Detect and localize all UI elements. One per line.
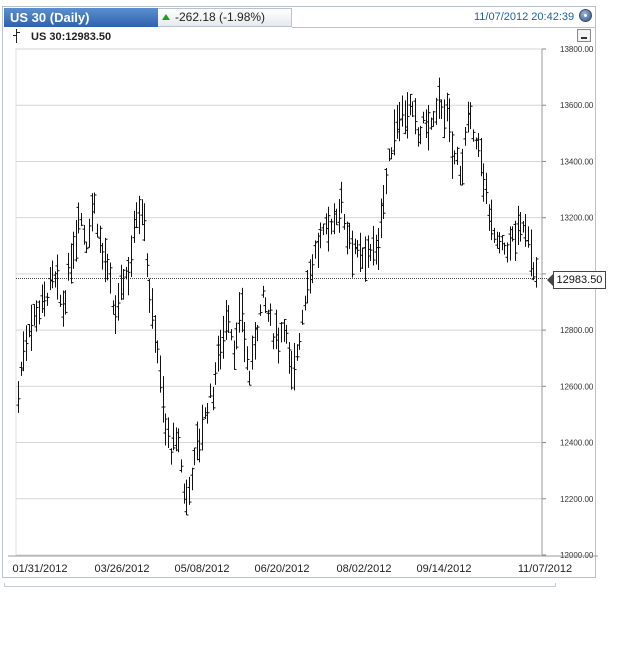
plot-area — [15, 48, 543, 556]
y-tick-label: 13200.00 — [560, 214, 594, 223]
ohlc-bar-icon[interactable] — [13, 29, 21, 43]
instrument-title-tab[interactable]: US 30 (Daily) — [4, 8, 162, 27]
x-tick-label: 11/07/2012 — [518, 563, 572, 575]
x-tick-label: 08/02/2012 — [336, 563, 391, 575]
y-tick-label: 13800.00 — [560, 46, 594, 54]
x-tick-label: 06/20/2012 — [254, 563, 309, 575]
y-tick-label: 13600.00 — [560, 101, 594, 110]
y-tick-label: 12200.00 — [560, 495, 594, 504]
x-tick-label: 01/31/2012 — [12, 563, 67, 575]
price-change-tab: -262.18 (-1.98%) — [158, 8, 292, 27]
timestamp: 11/07/2012 20:42:39 — [474, 11, 575, 23]
price-change-value: -262.18 (-1.98%) — [175, 10, 266, 24]
y-tick-label: 12400.00 — [560, 439, 594, 448]
last-price-badge: 12983.50 — [553, 271, 606, 289]
price-chart: 12000.0012200.0012400.0012600.0012800.00… — [8, 46, 598, 575]
y-tick-label: 12800.00 — [560, 326, 594, 335]
y-tick-label: 12600.00 — [560, 382, 594, 391]
x-tick-label: 09/14/2012 — [416, 563, 471, 575]
y-tick-label: 13400.00 — [560, 157, 594, 166]
instrument-value-label: US 30:12983.50 — [31, 31, 112, 43]
x-tick-label: 05/08/2012 — [174, 563, 229, 575]
header-strip — [292, 8, 596, 28]
horizontal-scrollbar[interactable] — [4, 583, 556, 587]
last-price-pointer — [547, 274, 553, 286]
minimize-icon[interactable] — [577, 29, 591, 42]
x-tick-label: 03/26/2012 — [94, 563, 149, 575]
close-icon[interactable] — [579, 9, 592, 22]
up-arrow-icon — [162, 14, 170, 20]
